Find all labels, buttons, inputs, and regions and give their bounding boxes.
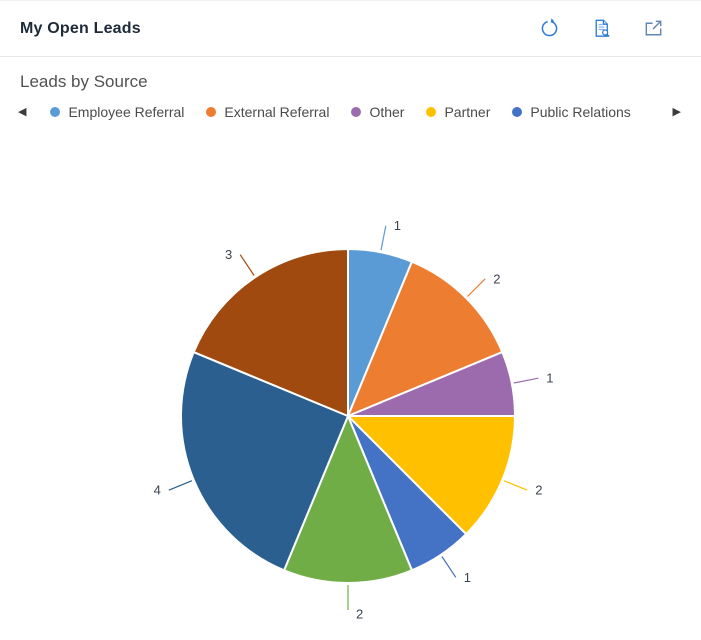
pie-value-label: 4 [154,483,161,498]
pie-value-label: 2 [493,271,500,286]
pie-slice[interactable] [283,415,413,584]
pie-slice[interactable] [347,260,504,417]
legend-swatch-icon [512,107,523,117]
pie-value-label: 1 [394,218,401,233]
pie-leader-line [380,225,387,251]
legend-swatch-icon [206,107,217,117]
legend-swatch-icon [426,107,437,117]
pie-value-label: 1 [546,371,553,386]
view-report-icon [590,17,613,40]
widget-header: My Open Leads [0,1,701,57]
view-report-button[interactable] [589,17,613,41]
pie-leader-line [503,480,528,491]
pie-leader-line [168,480,193,491]
legend-item[interactable]: Partner [426,104,490,120]
pie-slice[interactable] [180,351,349,572]
legend-item-label: Employee Referral [68,104,185,120]
refresh-button[interactable] [537,17,561,41]
legend: ◀ Employee Referral External Referral Othe… [0,102,701,122]
legend-prev-icon[interactable]: ◀ [18,106,27,118]
legend-item[interactable]: Employee Referral [50,104,184,120]
legend-item-label: External Referral [224,104,330,120]
pie-value-label: 1 [464,570,471,585]
legend-swatch-icon [50,107,61,117]
chart-title: Leads by Source [20,72,148,91]
legend-item[interactable]: Other [351,104,404,120]
pie-value-label: 2 [535,483,542,498]
pie-slice[interactable] [347,415,516,536]
open-window-button[interactable] [641,17,665,41]
legend-next-icon[interactable]: ▶ [672,106,681,118]
pie-chart: 1 2 1 2 1 2 4 3 [154,218,554,622]
widget-title: My Open Leads [20,19,141,37]
pie-leader-line [239,254,255,276]
legend-item-label: Partner [444,104,491,120]
legend-item-label: Other [369,104,405,120]
pie-leader-line [467,278,486,297]
legend-item[interactable]: External Referral [206,104,329,120]
legend-swatch-icon [351,107,362,117]
legend-item-label: Public Relations [530,104,631,120]
open-in-new-window-icon [642,17,665,40]
header-actions [537,17,665,41]
legend-items: Employee Referral External Referral Other P… [50,104,631,120]
pie-value-label: 3 [225,247,232,262]
pie-value-label: 2 [356,607,363,622]
pie-leader-line [441,556,457,578]
pie-leader-line [513,377,539,384]
pie-slice[interactable] [192,248,349,417]
refresh-icon [538,17,561,40]
legend-item[interactable]: Public Relations [512,104,631,120]
